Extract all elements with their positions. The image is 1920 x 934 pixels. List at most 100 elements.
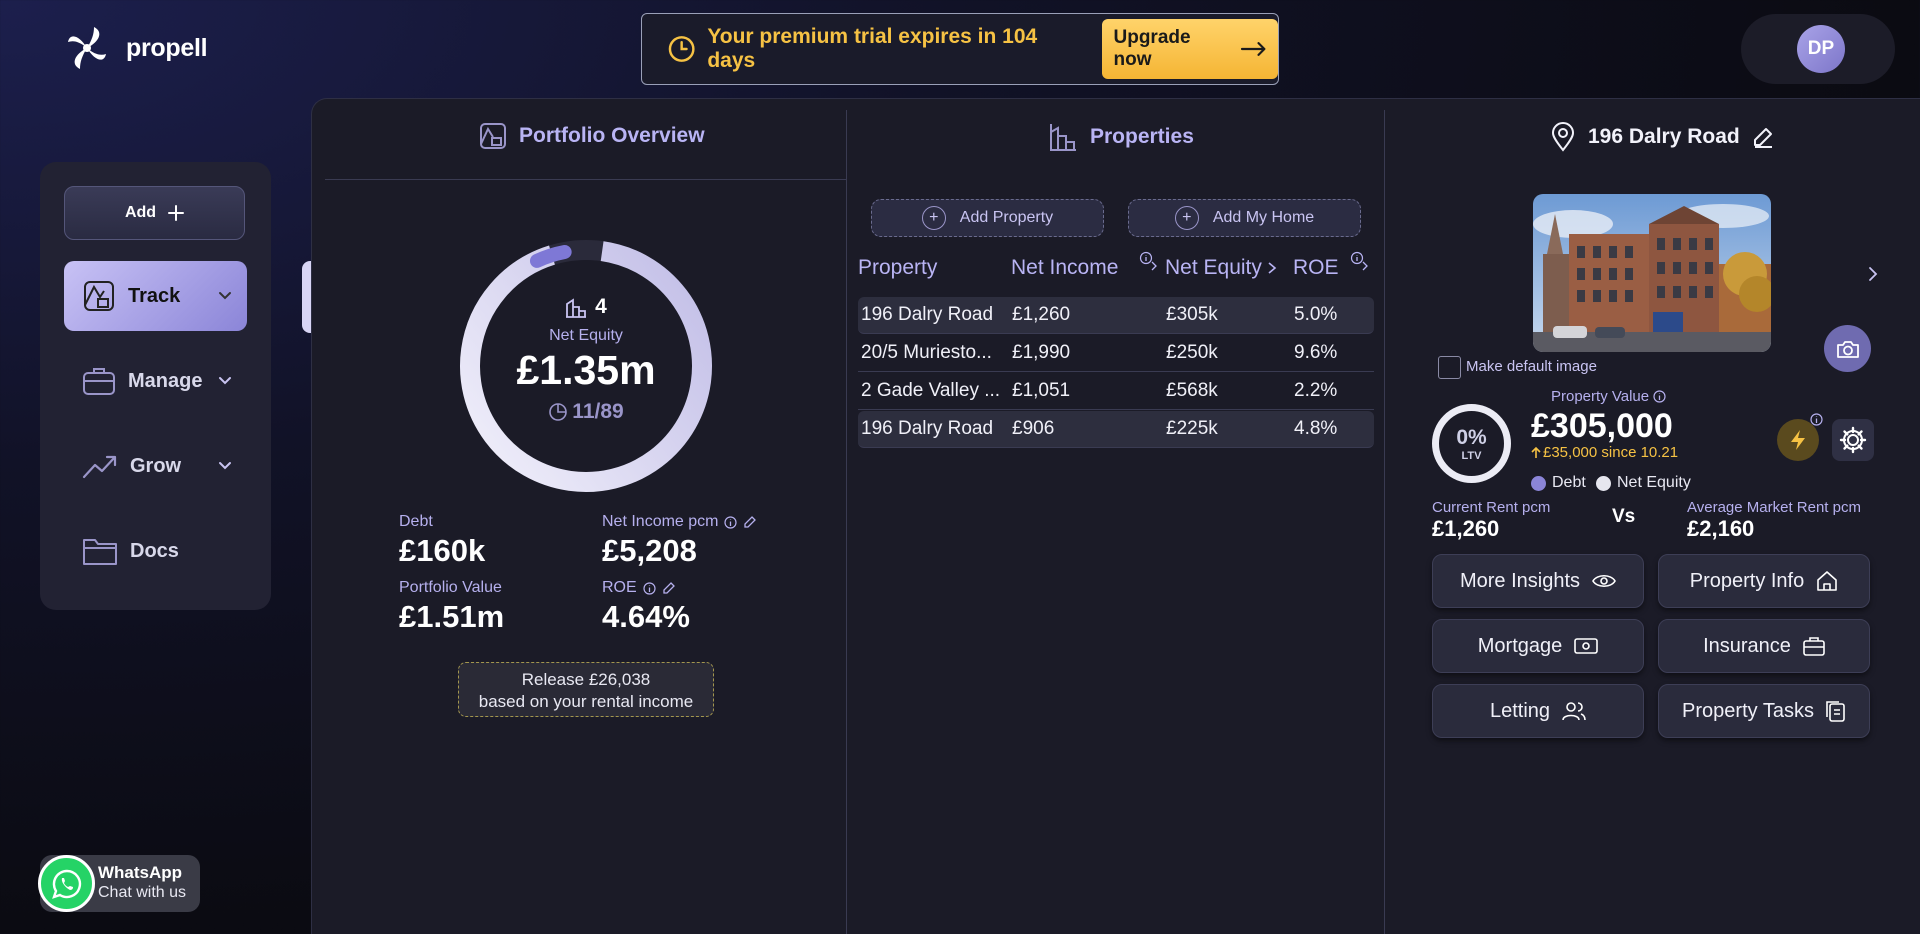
camera-icon bbox=[1836, 340, 1859, 358]
plus-circle-icon: + bbox=[921, 206, 946, 230]
ring-fill bbox=[460, 240, 712, 492]
edit-icon[interactable] bbox=[662, 581, 676, 595]
value-change-text: £35,000 since 10.21 bbox=[1543, 444, 1679, 461]
cell-net-income: £1,051 bbox=[1012, 380, 1071, 401]
cell-net-income: £1,260 bbox=[1012, 304, 1071, 325]
portfolio-value-value: £1.51m bbox=[399, 599, 505, 634]
info-icon[interactable] bbox=[643, 581, 656, 595]
net-income-value: £5,208 bbox=[602, 533, 697, 568]
boost-button[interactable] bbox=[1777, 419, 1819, 461]
add-button[interactable]: Add bbox=[64, 186, 245, 240]
upgrade-button[interactable]: Upgrade now bbox=[1101, 19, 1278, 79]
more-insights-button[interactable]: More Insights bbox=[1432, 554, 1644, 608]
letting-button[interactable]: Letting bbox=[1432, 684, 1644, 738]
sidebar-item-label: Docs bbox=[130, 539, 179, 562]
tab-label: Portfolio Overview bbox=[519, 124, 705, 147]
insurance-button[interactable]: Insurance bbox=[1658, 619, 1870, 673]
edit-icon[interactable] bbox=[743, 515, 757, 529]
net-equity-label: Net Equity bbox=[549, 326, 623, 344]
button-label: Property Tasks bbox=[1682, 699, 1814, 722]
table-row[interactable]: 20/5 Muriesto... £1,990 £250k 9.6% bbox=[858, 335, 1374, 372]
release-equity-button[interactable]: Release £26,038 based on your rental inc… bbox=[458, 662, 714, 717]
cell-roe: 5.0% bbox=[1294, 304, 1338, 325]
info-icon[interactable] bbox=[1653, 390, 1666, 403]
header-label: Net Equity bbox=[1165, 256, 1262, 279]
properties-title[interactable]: Properties bbox=[1048, 122, 1194, 152]
building-icon bbox=[566, 297, 587, 318]
legend-net-equity: Net Equity bbox=[1596, 474, 1691, 492]
ring-marker bbox=[463, 243, 709, 489]
table-row[interactable]: 196 Dalry Road £1,260 £305k 5.0% bbox=[858, 297, 1374, 334]
trial-banner: Your premium trial expires in 104 days U… bbox=[641, 13, 1279, 85]
ltv-value: 0% bbox=[1456, 425, 1487, 449]
gear-icon bbox=[1839, 426, 1867, 454]
whatsapp-title: WhatsApp bbox=[98, 863, 183, 882]
legend-dot-debt bbox=[1531, 475, 1546, 491]
info-icon[interactable] bbox=[1810, 413, 1823, 426]
tab-label: Properties bbox=[1090, 125, 1194, 148]
button-label: Mortgage bbox=[1477, 634, 1563, 657]
property-info-button[interactable]: Property Info bbox=[1658, 554, 1870, 608]
property-tasks-button[interactable]: Property Tasks bbox=[1658, 684, 1870, 738]
next-photo-icon[interactable] bbox=[1866, 264, 1880, 284]
property-value-block: Property Value bbox=[1551, 388, 1666, 405]
whatsapp-chat-button[interactable]: WhatsApp Chat with us bbox=[38, 855, 200, 912]
market-rent-label: Average Market Rent pcm bbox=[1687, 499, 1861, 516]
arrow-right-icon bbox=[1240, 42, 1266, 56]
chevron-down-icon bbox=[219, 462, 231, 470]
info-sort-icon[interactable] bbox=[1139, 251, 1159, 275]
buildings-icon bbox=[1050, 124, 1076, 151]
cell-roe: 2.2% bbox=[1294, 380, 1338, 401]
sidebar-item-docs[interactable]: Docs bbox=[64, 516, 247, 586]
column-header-net-equity[interactable]: Net Equity bbox=[1165, 256, 1278, 280]
column-header-property[interactable]: Property bbox=[858, 256, 937, 280]
make-default-checkbox[interactable] bbox=[1438, 356, 1461, 379]
add-my-home-button[interactable]: + Add My Home bbox=[1128, 199, 1361, 237]
cell-roe: 9.6% bbox=[1294, 342, 1338, 363]
settings-button[interactable] bbox=[1832, 419, 1874, 461]
phone-bubble-icon bbox=[51, 869, 81, 899]
info-sort-icon[interactable] bbox=[1350, 251, 1370, 275]
property-value-label: Property Value bbox=[1551, 388, 1650, 405]
clock-icon bbox=[668, 36, 695, 62]
table-row[interactable]: 196 Dalry Road £906 £225k 4.8% bbox=[858, 411, 1374, 448]
portfolio-overview-title[interactable]: Portfolio Overview bbox=[479, 122, 705, 150]
arrow-up-icon bbox=[1531, 446, 1541, 458]
table-row[interactable]: 2 Gade Valley ... £1,051 £568k 2.2% bbox=[858, 373, 1374, 410]
eye-icon bbox=[1592, 574, 1616, 588]
property-value-label-row: Property Value bbox=[1551, 388, 1666, 405]
propell-logo-icon bbox=[68, 27, 106, 69]
briefcase-icon bbox=[1803, 637, 1825, 656]
mortgage-button[interactable]: Mortgage bbox=[1432, 619, 1644, 673]
info-icon[interactable] bbox=[724, 515, 738, 529]
equity-ring-chart bbox=[460, 240, 712, 492]
sidebar-item-label: Grow bbox=[130, 454, 182, 477]
edit-icon[interactable] bbox=[1752, 126, 1774, 148]
button-label: More Insights bbox=[1459, 569, 1581, 592]
sidebar-item-grow[interactable]: Grow bbox=[64, 431, 247, 501]
cell-roe: 4.8% bbox=[1294, 418, 1338, 439]
app-logo[interactable]: propell bbox=[62, 22, 208, 74]
banknote-icon bbox=[1574, 638, 1599, 654]
add-property-button[interactable]: + Add Property bbox=[871, 199, 1104, 237]
camera-button[interactable] bbox=[1824, 325, 1871, 372]
cell-net-equity: £250k bbox=[1166, 342, 1218, 363]
release-amount: Release £26,038 bbox=[521, 670, 651, 689]
column-header-net-income[interactable]: Net Income bbox=[1011, 256, 1118, 280]
net-income-label: Net Income pcm bbox=[602, 513, 719, 530]
sidebar-item-manage[interactable]: Manage bbox=[64, 346, 247, 416]
cell-property: 196 Dalry Road bbox=[861, 418, 994, 439]
legend-debt-label: Debt bbox=[1552, 474, 1586, 491]
property-photo[interactable] bbox=[1533, 194, 1771, 352]
make-default-label: Make default image bbox=[1466, 358, 1597, 375]
header-label: Net Income bbox=[1011, 256, 1119, 279]
avatar[interactable]: DP bbox=[1797, 25, 1845, 73]
user-menu[interactable]: DP bbox=[1741, 14, 1895, 84]
column-header-roe[interactable]: ROE bbox=[1293, 256, 1339, 280]
button-label: Letting bbox=[1489, 699, 1551, 722]
cell-net-equity: £225k bbox=[1166, 418, 1218, 439]
sidebar-item-track[interactable]: Track bbox=[64, 261, 247, 331]
legend-equity-label: Net Equity bbox=[1617, 474, 1691, 491]
plus-icon bbox=[168, 205, 185, 221]
progress-text: 11/89 bbox=[572, 399, 624, 423]
